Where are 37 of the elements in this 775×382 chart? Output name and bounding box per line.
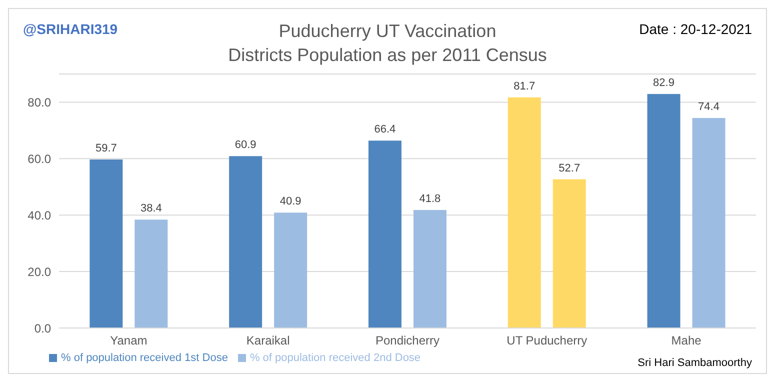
x-tick-label: Yanam bbox=[110, 334, 148, 348]
bar bbox=[647, 94, 680, 328]
bar bbox=[692, 118, 726, 328]
y-tick-label: 20.0 bbox=[28, 264, 52, 279]
data-label: 74.4 bbox=[698, 101, 720, 114]
x-tick-label: UT Puducherry bbox=[506, 334, 588, 348]
data-label: 66.4 bbox=[374, 124, 396, 136]
bar bbox=[134, 220, 168, 328]
data-label: 38.4 bbox=[140, 202, 162, 215]
bar bbox=[229, 156, 262, 328]
bar bbox=[274, 212, 308, 328]
y-tick-label: 80.0 bbox=[28, 95, 52, 110]
x-tick-label: Mahe bbox=[671, 334, 702, 348]
x-tick-label: Karaikal bbox=[246, 334, 290, 348]
bar bbox=[368, 140, 402, 328]
legend-label: % of population received 1st Dose bbox=[61, 352, 228, 364]
bar bbox=[552, 179, 586, 328]
data-label: 81.7 bbox=[514, 80, 536, 92]
data-label: 41.8 bbox=[419, 193, 441, 206]
chart-subtitle: Districts Population as per 2011 Census bbox=[227, 44, 548, 67]
text: @SRIHARI319 bbox=[23, 21, 118, 37]
bar bbox=[508, 97, 541, 328]
text: Sri Hari Sambamoorthy bbox=[638, 357, 752, 369]
y-tick-label: 0.0 bbox=[34, 321, 52, 336]
y-tick-label: 40.0 bbox=[28, 208, 52, 222]
y-tick-label: 60.0 bbox=[28, 152, 52, 166]
legend-label: % of population received 2nd Dose bbox=[250, 352, 421, 364]
data-label: 52.7 bbox=[558, 162, 580, 174]
data-label: 82.9 bbox=[653, 77, 674, 90]
data-label: 60.9 bbox=[234, 139, 256, 152]
x-tick-label: Pondicherry bbox=[375, 334, 440, 348]
chart-title: Puducherry UT Vaccination bbox=[278, 21, 496, 41]
data-label: 40.9 bbox=[280, 196, 302, 208]
data-label: 59.7 bbox=[95, 142, 117, 155]
bar bbox=[90, 160, 123, 328]
text: Date : 20-12-2021 bbox=[639, 21, 752, 37]
bar bbox=[413, 210, 446, 328]
